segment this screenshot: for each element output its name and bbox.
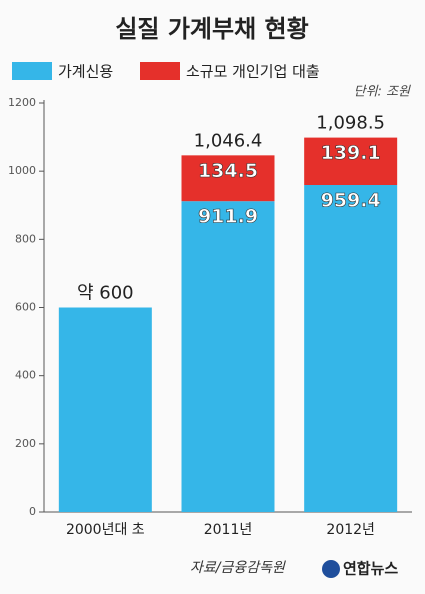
bar-segment <box>58 307 152 512</box>
y-tick-label: 1000 <box>8 164 36 177</box>
value-label: 134.5 <box>198 160 258 182</box>
bar-segment <box>181 155 275 202</box>
x-tick-label: 2000년대 초 <box>66 522 145 538</box>
legend-swatch <box>140 62 180 80</box>
bar-segment <box>304 185 398 512</box>
unit-label: 단위: 조원 <box>354 85 411 100</box>
legend-label: 가계신용 <box>58 63 113 81</box>
value-label: 959.4 <box>321 190 381 212</box>
y-tick-label: 0 <box>29 505 36 518</box>
source: 자료/금융감독원 <box>190 560 286 576</box>
total-label: 1,046.4 <box>194 130 263 151</box>
y-tick-label: 400 <box>15 369 36 382</box>
y-tick-label: 800 <box>15 232 36 245</box>
credit: 연합뉴스 <box>343 560 398 578</box>
y-tick-label: 1200 <box>8 96 36 109</box>
total-label: 1,098.5 <box>316 113 385 134</box>
bar-segment <box>304 137 398 186</box>
chart-title: 실질 가계부채 현황 <box>115 15 308 43</box>
x-tick-label: 2011년 <box>204 522 253 538</box>
bar-segment <box>181 201 275 512</box>
value-label: 139.1 <box>321 142 381 164</box>
value-label: 911.9 <box>198 206 258 228</box>
y-tick-label: 200 <box>15 437 36 450</box>
y-tick-label: 600 <box>15 301 36 314</box>
legend-swatch <box>12 62 52 80</box>
value-label: 약 600 <box>77 283 134 304</box>
logo-mark <box>322 560 340 578</box>
legend-label: 소규모 개인기업 대출 <box>186 63 320 81</box>
x-tick-label: 2012년 <box>326 522 375 538</box>
